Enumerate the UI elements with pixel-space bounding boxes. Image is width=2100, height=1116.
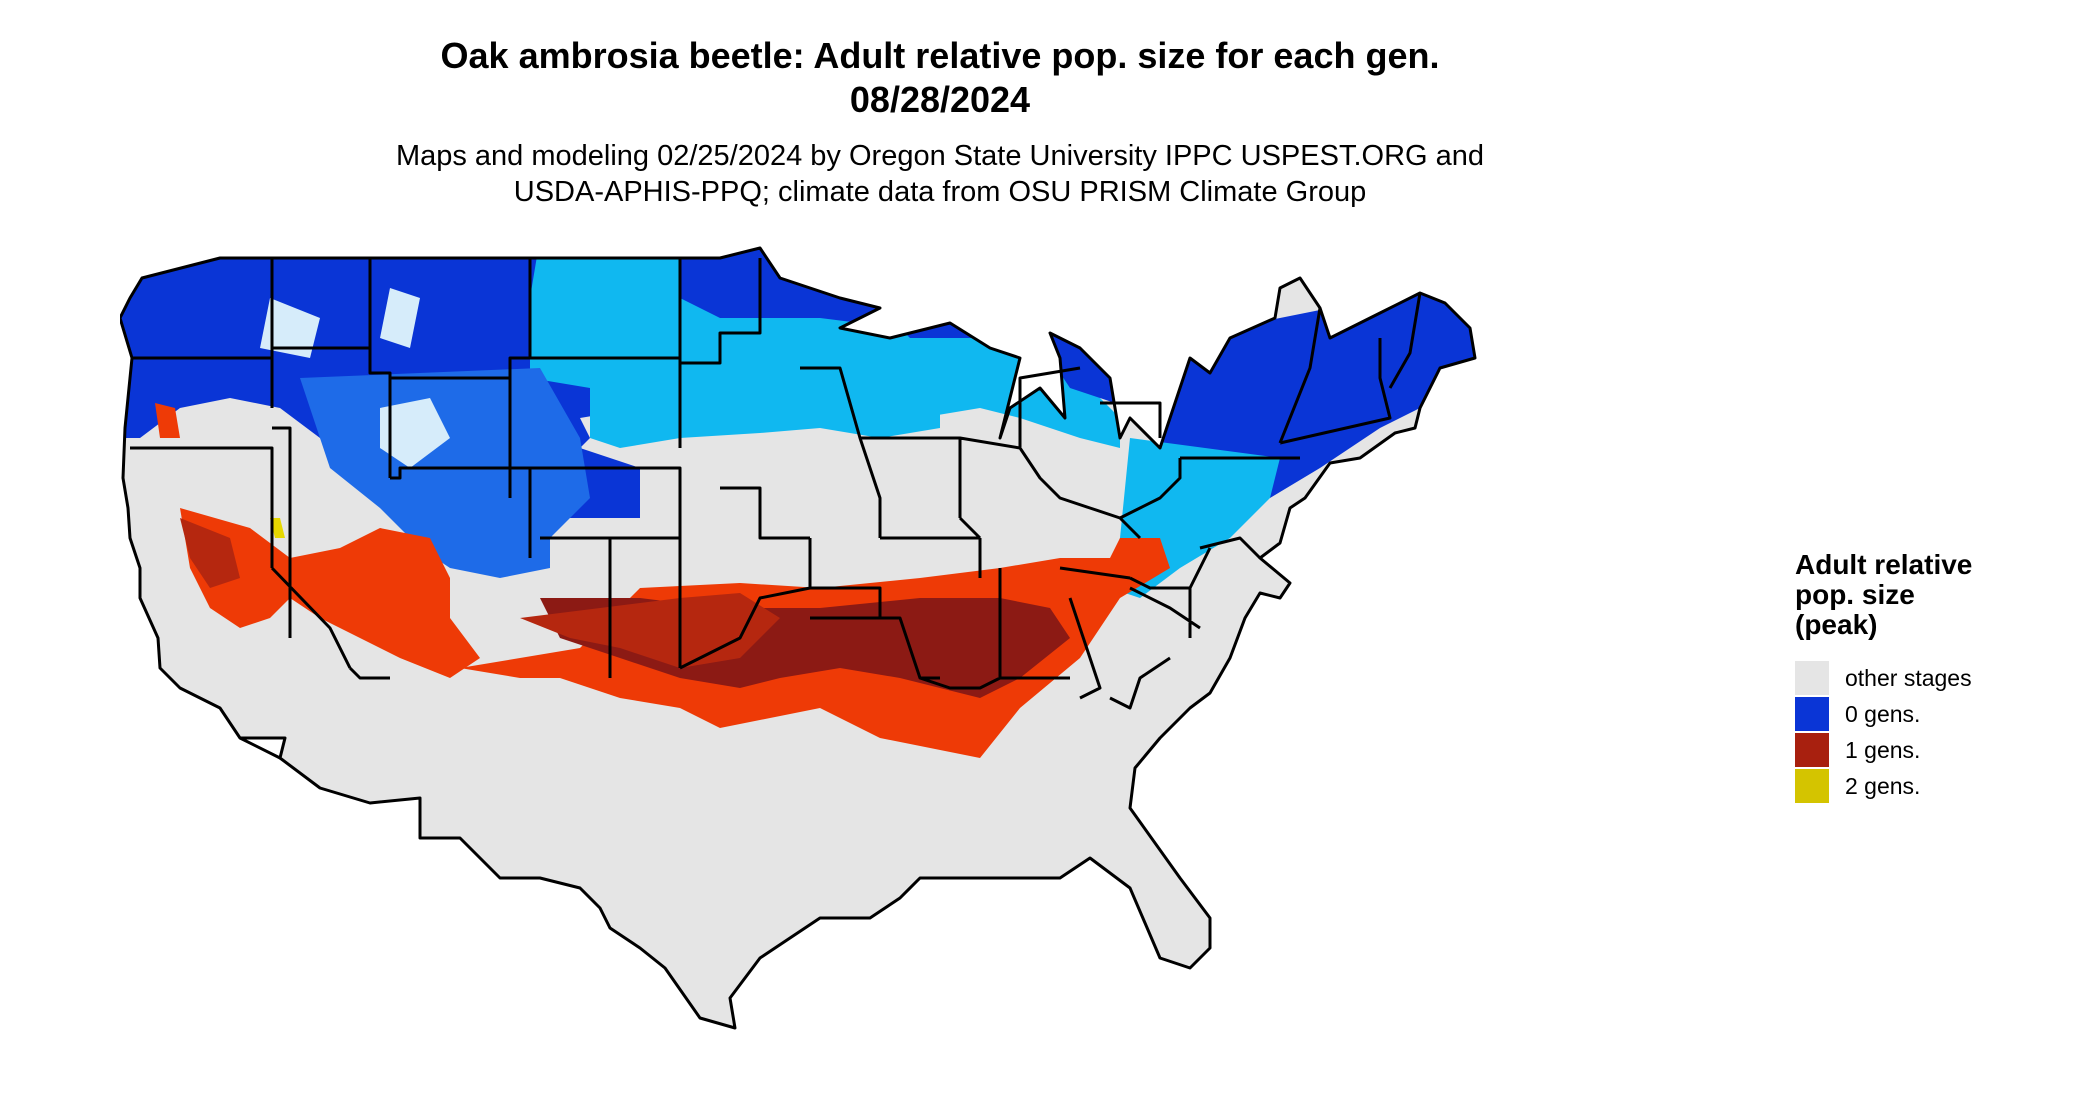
chart-title-line1: Oak ambrosia beetle: Adult relative pop.… — [440, 35, 1440, 76]
us-map — [120, 246, 1477, 1030]
zone-1gen-southwest — [180, 508, 480, 678]
zone-1gen-california-valley — [180, 518, 240, 588]
legend-swatch-other-stages — [1795, 661, 1829, 695]
zone-2gen-texas-coast — [630, 998, 650, 1028]
zone-1gen-california-north — [155, 403, 180, 438]
zone-2gen-florida — [1095, 1008, 1110, 1028]
legend-item-1-gens: 1 gens. — [1795, 732, 2075, 768]
legend-label-0-gens: 0 gens. — [1845, 700, 1921, 727]
subtitle-line1: Maps and modeling 02/25/2024 by Oregon S… — [395, 140, 1485, 172]
zone-0gen-pale-patch-2 — [260, 298, 320, 358]
zone-0gen-pale-patch-3 — [380, 398, 450, 468]
subtitle-line2: USDA-APHIS-PPQ; climate data from OSU PR… — [513, 176, 1367, 208]
legend-label-other-stages: other stages — [1845, 664, 1972, 691]
legend-item-other-stages: other stages — [1795, 660, 2075, 696]
zone-2gen-arizona — [270, 518, 285, 538]
state-border-outline — [120, 246, 1477, 1030]
legend: Adult relative pop. size (peak) other st… — [1795, 550, 2075, 804]
legend-swatch-0-gens — [1795, 697, 1829, 731]
legend-title: Adult relative pop. size (peak) — [1795, 550, 2075, 640]
state-lines — [130, 258, 1422, 760]
legend-title-line1: Adult relative — [1795, 549, 1973, 580]
legend-title-line3: (peak) — [1795, 609, 1878, 640]
zone-0gen-pale-patch-1 — [380, 288, 420, 348]
legend-swatch-2-gens — [1795, 769, 1829, 803]
legend-swatch-1-gens — [1795, 733, 1829, 767]
state-borders — [120, 246, 1477, 1030]
legend-items: other stages 0 gens. 1 gens. 2 gens. — [1795, 660, 2075, 804]
zone-0gen-rockies — [300, 368, 590, 578]
chart-title-date: 08/28/2024 — [849, 79, 1031, 120]
legend-title-line2: pop. size — [1795, 579, 1915, 610]
legend-label-2-gens: 2 gens. — [1845, 772, 1921, 799]
legend-item-0-gens: 0 gens. — [1795, 696, 2075, 732]
legend-label-1-gens: 1 gens. — [1845, 736, 1921, 763]
legend-item-2-gens: 2 gens. — [1795, 768, 2075, 804]
